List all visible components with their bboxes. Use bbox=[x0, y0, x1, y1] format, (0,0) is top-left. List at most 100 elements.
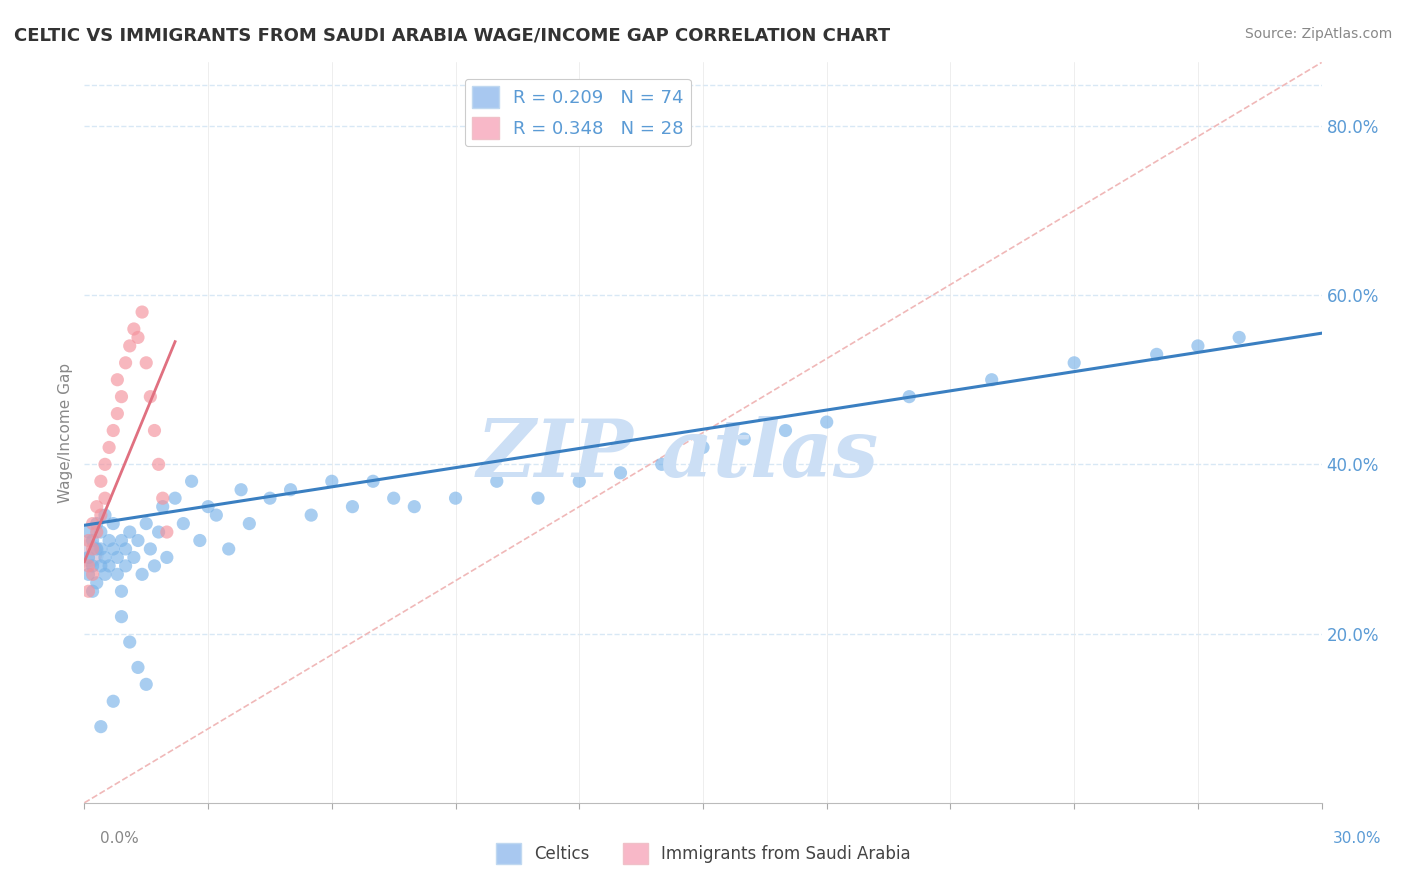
Point bbox=[94, 508, 117, 522]
Point bbox=[229, 483, 252, 497]
Point bbox=[103, 424, 125, 438]
Point bbox=[299, 508, 322, 522]
Point bbox=[105, 407, 128, 421]
Point bbox=[77, 533, 100, 548]
Point bbox=[259, 491, 281, 506]
Text: 0.0%: 0.0% bbox=[100, 831, 139, 846]
Point bbox=[131, 567, 153, 582]
Point bbox=[110, 584, 132, 599]
Point bbox=[180, 475, 202, 489]
Legend: Celtics, Immigrants from Saudi Arabia: Celtics, Immigrants from Saudi Arabia bbox=[489, 837, 917, 871]
Point bbox=[94, 491, 117, 506]
Point bbox=[651, 458, 673, 472]
Point bbox=[86, 500, 108, 514]
Point bbox=[143, 558, 166, 573]
Point bbox=[1146, 347, 1168, 361]
Point bbox=[103, 516, 125, 531]
Point bbox=[485, 475, 508, 489]
Point bbox=[110, 390, 132, 404]
Point bbox=[218, 541, 240, 556]
Point bbox=[77, 546, 100, 560]
Point bbox=[321, 475, 343, 489]
Point bbox=[90, 475, 112, 489]
Point bbox=[122, 322, 145, 336]
Point bbox=[114, 558, 136, 573]
Point bbox=[733, 432, 755, 446]
Point bbox=[98, 533, 121, 548]
Point bbox=[152, 491, 174, 506]
Point bbox=[114, 356, 136, 370]
Point bbox=[77, 550, 100, 565]
Point bbox=[775, 424, 797, 438]
Point bbox=[114, 541, 136, 556]
Point bbox=[444, 491, 467, 506]
Point bbox=[77, 546, 100, 560]
Point bbox=[815, 415, 838, 429]
Point bbox=[139, 390, 162, 404]
Point bbox=[172, 516, 194, 531]
Point bbox=[82, 533, 104, 548]
Point bbox=[205, 508, 228, 522]
Point bbox=[77, 567, 100, 582]
Point bbox=[94, 550, 117, 565]
Point bbox=[105, 550, 128, 565]
Point bbox=[148, 458, 170, 472]
Point bbox=[103, 694, 125, 708]
Point bbox=[127, 330, 149, 344]
Point bbox=[77, 584, 100, 599]
Point bbox=[110, 609, 132, 624]
Point bbox=[404, 500, 426, 514]
Point bbox=[188, 533, 211, 548]
Point bbox=[82, 558, 104, 573]
Point bbox=[609, 466, 631, 480]
Point bbox=[197, 500, 219, 514]
Point bbox=[127, 533, 149, 548]
Point bbox=[90, 720, 112, 734]
Point bbox=[98, 441, 121, 455]
Y-axis label: Wage/Income Gap: Wage/Income Gap bbox=[58, 362, 73, 503]
Point bbox=[692, 441, 714, 455]
Point bbox=[118, 635, 141, 649]
Point bbox=[568, 475, 591, 489]
Point bbox=[165, 491, 187, 506]
Point bbox=[82, 584, 104, 599]
Point bbox=[135, 677, 157, 691]
Point bbox=[103, 541, 125, 556]
Text: ZIP atlas: ZIP atlas bbox=[477, 416, 879, 493]
Point bbox=[342, 500, 364, 514]
Point bbox=[127, 660, 149, 674]
Text: 30.0%: 30.0% bbox=[1333, 831, 1381, 846]
Point bbox=[361, 475, 384, 489]
Point bbox=[82, 516, 104, 531]
Point bbox=[131, 305, 153, 319]
Legend: R = 0.209   N = 74, R = 0.348   N = 28: R = 0.209 N = 74, R = 0.348 N = 28 bbox=[464, 78, 690, 146]
Point bbox=[94, 567, 117, 582]
Point bbox=[527, 491, 550, 506]
Point bbox=[1227, 330, 1250, 344]
Point bbox=[898, 390, 921, 404]
Point bbox=[280, 483, 302, 497]
Point bbox=[77, 558, 100, 573]
Point bbox=[122, 550, 145, 565]
Point bbox=[86, 541, 108, 556]
Point bbox=[90, 524, 112, 539]
Point bbox=[152, 500, 174, 514]
Point bbox=[105, 373, 128, 387]
Point bbox=[148, 524, 170, 539]
Text: Source: ZipAtlas.com: Source: ZipAtlas.com bbox=[1244, 27, 1392, 41]
Point bbox=[86, 575, 108, 590]
Point bbox=[86, 524, 108, 539]
Point bbox=[139, 541, 162, 556]
Point bbox=[135, 516, 157, 531]
Point bbox=[118, 339, 141, 353]
Point bbox=[1187, 339, 1209, 353]
Point bbox=[156, 550, 179, 565]
Point bbox=[980, 373, 1002, 387]
Point bbox=[86, 516, 108, 531]
Point bbox=[156, 524, 179, 539]
Point bbox=[1063, 356, 1085, 370]
Point bbox=[90, 508, 112, 522]
Point bbox=[118, 524, 141, 539]
Point bbox=[90, 541, 112, 556]
Point bbox=[77, 524, 100, 539]
